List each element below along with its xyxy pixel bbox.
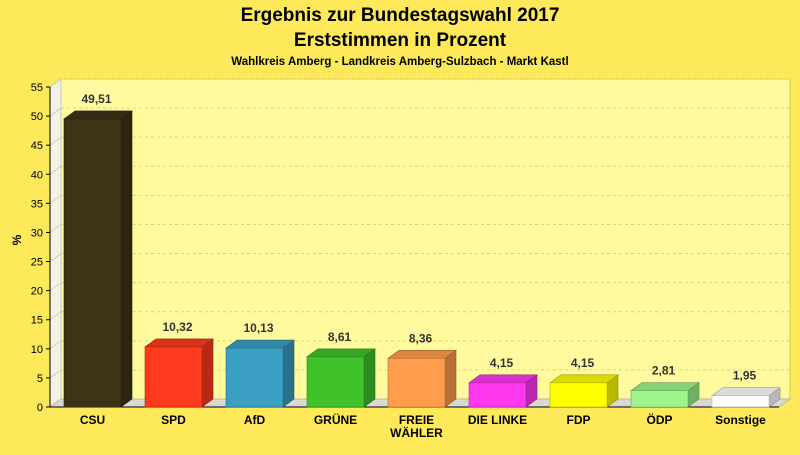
- plot-side-wall: [49, 78, 62, 408]
- bar: [306, 356, 365, 408]
- data-label: 8,61: [328, 330, 352, 344]
- x-tick-label: AfD: [244, 413, 266, 427]
- gridline-side: [49, 253, 62, 262]
- bar: [144, 346, 203, 408]
- bar: [630, 390, 689, 408]
- data-label: 4,15: [490, 356, 514, 370]
- gridline-side: [49, 224, 62, 233]
- gridline-side: [49, 311, 62, 321]
- bar-top: [387, 350, 457, 359]
- gridline-side: [49, 78, 62, 88]
- bar-side: [201, 338, 214, 408]
- y-tick-label: 40: [31, 169, 43, 181]
- data-label: 8,36: [409, 331, 433, 345]
- data-label: 2,81: [652, 364, 676, 378]
- bar-top: [144, 338, 214, 348]
- data-label: 49,51: [81, 92, 111, 106]
- x-tick-label: Sonstige: [715, 413, 766, 427]
- y-tick-label: 10: [31, 344, 43, 356]
- bar-side: [120, 110, 133, 408]
- bar-top: [711, 387, 781, 396]
- bar: [225, 347, 284, 408]
- y-axis-title: %: [10, 234, 24, 245]
- bar-top: [468, 374, 538, 384]
- bar: [387, 358, 446, 408]
- plot-area: 0 5 10 15 20 25 30 35 40 45 50 55 49,51 CSU 10,32 SPD 10…: [31, 78, 792, 440]
- data-label: 1,95: [733, 369, 757, 383]
- gridline-side: [49, 194, 62, 204]
- y-tick-label: 5: [37, 373, 43, 385]
- y-tick-label: 0: [37, 402, 43, 414]
- x-tick-label: DIE LINKE: [468, 413, 527, 427]
- x-tick-label: ÖDP: [646, 412, 672, 427]
- gridline-side: [49, 282, 62, 292]
- x-tick-label: GRÜNE: [314, 412, 357, 427]
- chart-region-subtitle: Wahlkreis Amberg - Landkreis Amberg-Sulz…: [231, 56, 568, 68]
- chart-subtitle: Erststimmen in Prozent: [294, 30, 507, 51]
- bar-top: [306, 348, 376, 358]
- gridline-side: [49, 340, 62, 350]
- bar-top: [63, 110, 133, 120]
- x-tick-label: CSU: [80, 413, 105, 427]
- chart-title: Ergebnis zur Bundestagswahl 2017: [241, 5, 560, 26]
- bar-top: [225, 339, 295, 349]
- bar: [468, 382, 527, 408]
- x-tick-label: FDP: [567, 413, 591, 427]
- bar: [711, 395, 770, 408]
- data-label: 4,15: [571, 356, 595, 370]
- data-label: 10,13: [243, 321, 273, 335]
- bar: [63, 118, 122, 408]
- x-tick-label: WÄHLER: [390, 425, 443, 440]
- y-tick-label: 50: [31, 111, 43, 123]
- bar-side: [282, 339, 295, 408]
- x-tick-label: FREIE: [399, 413, 434, 427]
- bar-side: [363, 348, 376, 408]
- y-tick-label: 45: [31, 140, 43, 152]
- bar: [549, 382, 608, 408]
- y-tick-label: 35: [31, 198, 43, 210]
- gridline-side: [49, 136, 62, 146]
- x-tick-label: SPD: [161, 413, 186, 427]
- y-tick-label: 25: [31, 257, 43, 269]
- data-label: 10,32: [162, 320, 192, 334]
- bar-top: [630, 382, 700, 391]
- y-tick-label: 30: [31, 227, 43, 239]
- gridline-side: [49, 369, 62, 379]
- bar-side: [444, 349, 457, 408]
- gridline-side: [49, 107, 62, 117]
- y-tick-label: 15: [31, 315, 43, 327]
- bar-top: [549, 374, 619, 384]
- y-tick-label: 20: [31, 286, 43, 298]
- y-tick-label: 55: [31, 82, 43, 94]
- gridline-side: [49, 165, 62, 175]
